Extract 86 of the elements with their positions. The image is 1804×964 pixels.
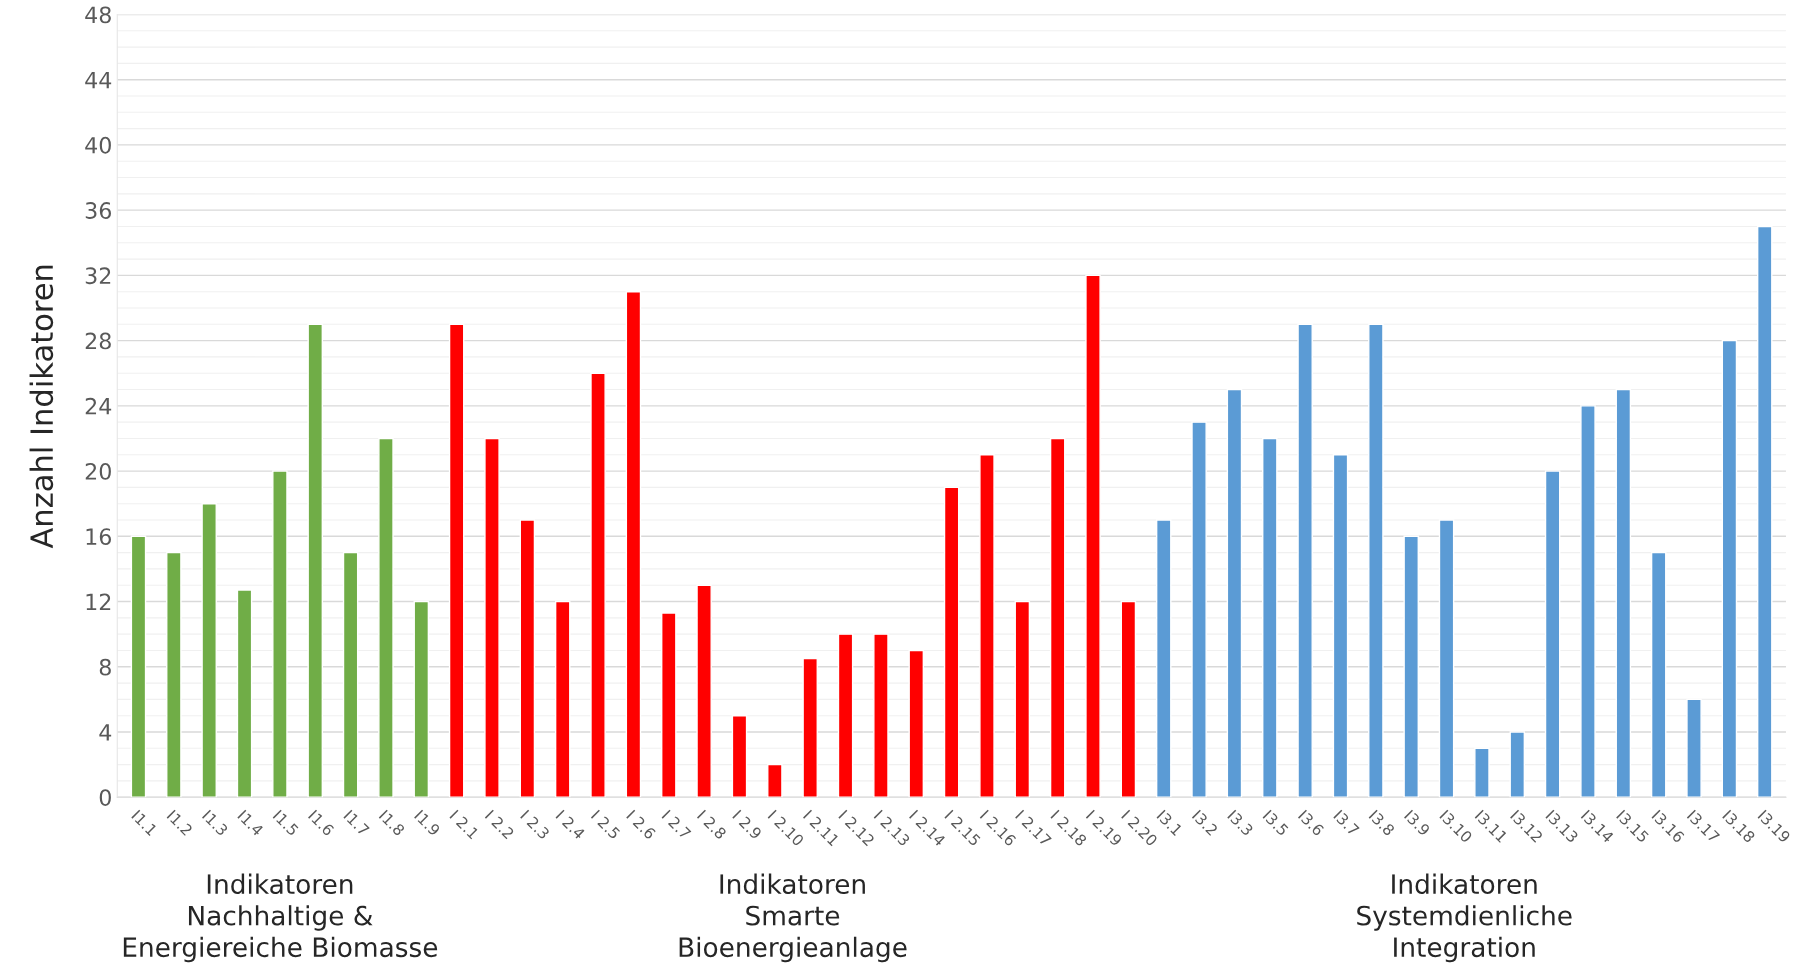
bar [696, 584, 712, 798]
x-tick-label: I3.5 [1262, 809, 1290, 837]
bar [236, 589, 253, 798]
x-tick-label: I 2.5 [590, 809, 621, 840]
y-tick-label: 32 [85, 267, 111, 285]
y-tick-label: 24 [85, 397, 112, 415]
y-axis-title: Anzahl Indikatoren [29, 265, 54, 549]
bar [908, 649, 925, 798]
bar [731, 714, 748, 798]
bar [166, 551, 182, 798]
x-tick-label: I 2.2 [484, 809, 515, 840]
x-tick-label: I 2.6 [626, 809, 657, 840]
bar [1686, 698, 1702, 798]
bar [1650, 551, 1667, 798]
bar [979, 454, 995, 798]
bar [1368, 323, 1384, 798]
bar [448, 323, 465, 798]
bar [413, 600, 430, 798]
bar [1262, 437, 1278, 798]
x-tick-label: I1.7 [343, 809, 370, 836]
bar [307, 323, 324, 798]
y-tick-label: 40 [85, 136, 111, 154]
x-tick-label: I 2.7 [661, 809, 692, 840]
y-tick-label: 8 [99, 658, 111, 676]
y-tick-label: 16 [86, 528, 111, 546]
bar [1120, 600, 1137, 798]
bar [201, 502, 217, 798]
bar [1756, 225, 1773, 798]
x-tick-label: I1.5 [272, 809, 299, 837]
text: Indikatoren Smarte Bioenergieanlage [679, 873, 907, 963]
x-tick-label: I1.4 [237, 809, 264, 837]
x-tick-label: I3.9 [1403, 809, 1431, 837]
y-tick-label: 0 [99, 789, 111, 806]
y-tick-label: 36 [85, 202, 111, 219]
bar [1297, 323, 1313, 798]
x-tick-label: I 2.8 [696, 809, 727, 840]
bar [554, 600, 571, 798]
bar [1332, 454, 1349, 798]
bar [1403, 535, 1419, 798]
bar [1544, 470, 1561, 798]
bar [767, 763, 783, 798]
bar [1155, 519, 1172, 798]
y-tick-label: 44 [85, 71, 112, 89]
text: Indikatoren Systemdienliche Integration [1357, 873, 1572, 963]
bar [1226, 388, 1243, 798]
bar [130, 535, 147, 798]
bar [625, 290, 642, 798]
y-tick-label: 12 [86, 593, 111, 610]
x-tick-label: I3.8 [1368, 809, 1396, 837]
x-tick-label: I 2.3 [520, 809, 551, 840]
y-tick-label: 20 [85, 463, 111, 480]
x-tick-label: I3.7 [1333, 809, 1360, 837]
bar [1580, 405, 1596, 798]
bar [1049, 437, 1066, 798]
bar [1721, 339, 1738, 798]
x-tick-label: I 2.9 [732, 809, 763, 840]
x-tick-label: I3.6 [1297, 809, 1325, 837]
x-tick-label: I1.3 [201, 809, 229, 837]
bar [661, 612, 677, 798]
y-tick-label: 28 [85, 332, 111, 350]
text: Indikatoren Nachhaltige & Energiereiche Biomasse [123, 873, 438, 963]
bar [590, 372, 606, 798]
x-tick-label: I1.9 [414, 809, 441, 837]
x-tick-label: I 2.4 [555, 809, 586, 840]
bar [1509, 731, 1526, 798]
bar [1191, 421, 1207, 798]
bar [1474, 747, 1490, 798]
bar [342, 551, 359, 798]
x-tick-label: I1.8 [378, 809, 406, 837]
y-tick-label: 4 [99, 724, 112, 741]
bar [837, 633, 854, 798]
x-tick-label: I1.6 [307, 809, 335, 837]
x-tick-label: I3.3 [1227, 809, 1254, 837]
y-tick-label: 48 [85, 6, 111, 24]
bar [873, 633, 889, 798]
bar [943, 486, 960, 798]
bar [1438, 519, 1455, 798]
bar [1085, 274, 1101, 798]
bar [378, 437, 394, 798]
bar [1615, 388, 1632, 798]
bar [802, 657, 818, 798]
bar [519, 519, 536, 798]
bar [484, 437, 500, 798]
bar [272, 470, 288, 798]
bar [1014, 600, 1031, 798]
x-tick-label: I 2.1 [449, 809, 480, 840]
